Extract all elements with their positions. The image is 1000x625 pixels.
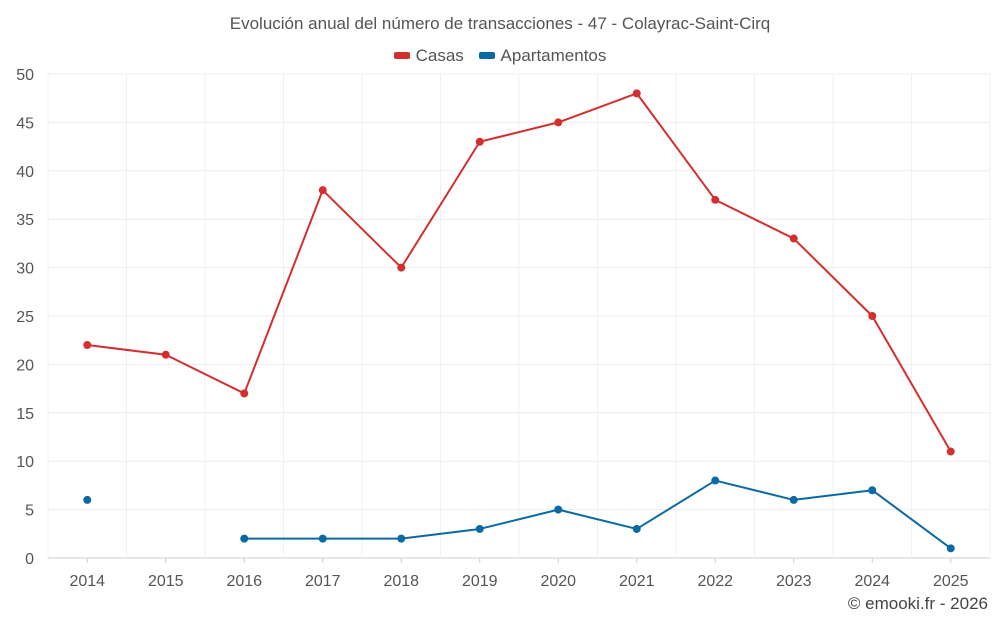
- series-line-casas: [87, 92, 952, 453]
- y-tick-label: 15: [16, 406, 34, 423]
- y-tick-label: 45: [16, 115, 34, 132]
- y-tick-label: 0: [25, 551, 34, 568]
- y-tick-label: 25: [16, 309, 34, 326]
- legend: Casas Apartamentos: [0, 44, 1000, 66]
- x-tick-label: 2017: [305, 573, 341, 590]
- x-tick-label: 2014: [69, 573, 105, 590]
- y-tick-label: 30: [16, 261, 34, 278]
- legend-label-casas: Casas: [415, 45, 464, 65]
- data-point-apartamentos: [868, 486, 877, 495]
- data-point-casas: [868, 312, 877, 320]
- data-point-apartamentos: [789, 495, 798, 504]
- credit-text: © emooki.fr - 2026: [847, 594, 988, 613]
- data-point-casas: [397, 263, 406, 272]
- data-point-casas: [83, 341, 92, 350]
- data-point-apartamentos: [554, 505, 563, 514]
- y-tick-label: 35: [16, 212, 34, 229]
- y-tick-label: 20: [16, 357, 34, 374]
- data-point-casas: [946, 447, 955, 456]
- data-point-apartamentos: [83, 495, 92, 504]
- x-tick-label: 2022: [697, 573, 733, 590]
- y-tick-label: 50: [16, 67, 34, 84]
- legend-label-apartamentos: Apartamentos: [500, 45, 607, 65]
- x-tick-label: 2021: [619, 573, 655, 590]
- data-point-apartamentos: [632, 524, 641, 533]
- y-tick-label: 10: [16, 454, 34, 471]
- x-tick-label: 2018: [383, 573, 419, 590]
- data-point-casas: [711, 195, 720, 204]
- legend-swatch-casas: [393, 52, 410, 59]
- x-tick-label: 2023: [776, 573, 812, 590]
- data-point-apartamentos: [711, 476, 720, 485]
- data-point-apartamentos: [240, 534, 249, 543]
- data-point-casas: [789, 234, 798, 243]
- data-point-casas: [240, 389, 249, 398]
- x-tick-label: 2016: [226, 573, 262, 590]
- x-tick-label: 2015: [148, 573, 184, 590]
- x-tick-label: 2025: [933, 573, 969, 590]
- y-tick-label: 40: [16, 164, 34, 181]
- x-tick-label: 2019: [462, 573, 498, 590]
- legend-item-casas[interactable]: Casas: [393, 45, 464, 66]
- data-point-casas: [632, 89, 641, 98]
- series-line-apartamentos: [244, 479, 952, 550]
- y-tick-label: 5: [25, 503, 34, 520]
- data-point-apartamentos: [318, 534, 327, 543]
- x-tick-label: 2020: [540, 573, 576, 590]
- data-point-apartamentos: [475, 524, 484, 533]
- data-point-casas: [475, 137, 484, 146]
- data-point-casas: [554, 118, 563, 127]
- legend-item-apartamentos[interactable]: Apartamentos: [478, 45, 607, 66]
- data-point-apartamentos: [946, 544, 955, 553]
- data-point-casas: [161, 350, 170, 359]
- legend-swatch-apartamentos: [478, 52, 495, 59]
- data-point-casas: [318, 186, 327, 195]
- chart-title: Evolución anual del número de transaccio…: [229, 14, 771, 33]
- data-point-apartamentos: [397, 534, 406, 543]
- x-tick-label: 2024: [854, 573, 890, 590]
